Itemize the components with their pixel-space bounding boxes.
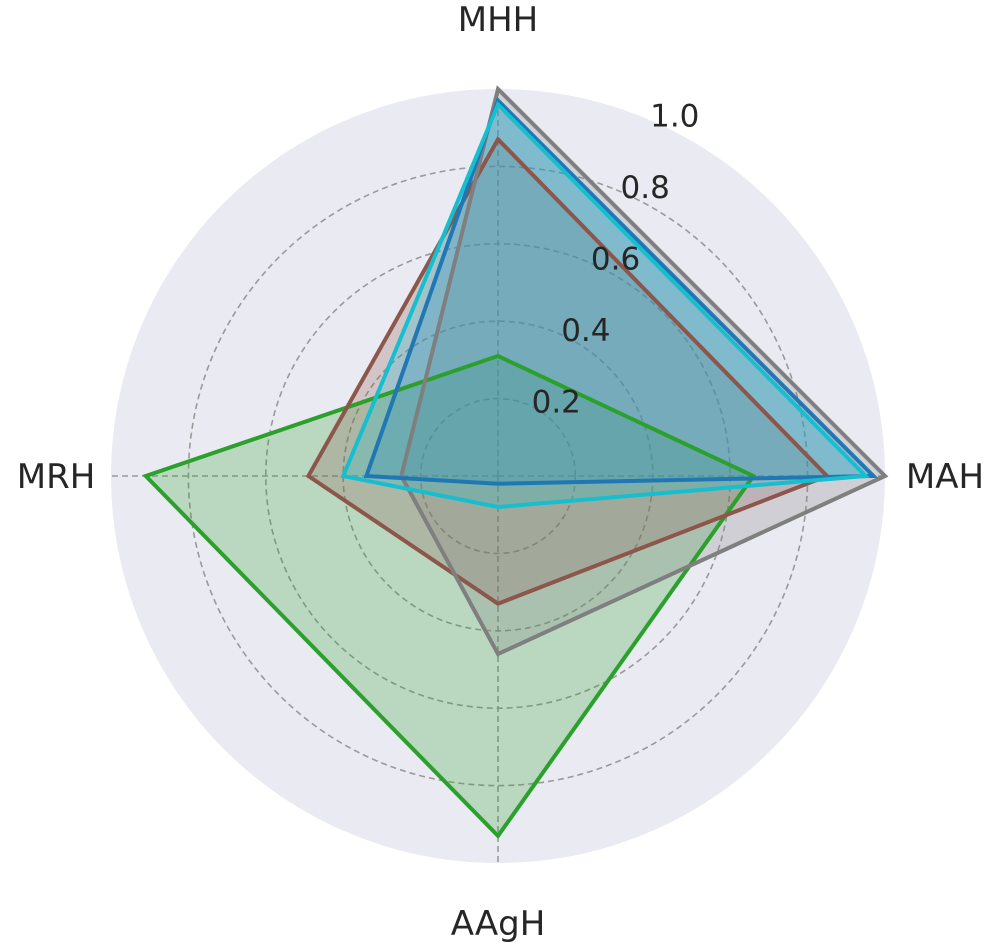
series-line-4 [340, 100, 871, 510]
axis-label-mrh: MRH [17, 457, 96, 497]
series-area-1 [308, 139, 827, 604]
axis-labels: MHH MAH AAgH MRH [17, 0, 984, 944]
series-area-3 [366, 100, 874, 484]
series-line-3 [363, 96, 879, 486]
series-layer [142, 85, 889, 840]
series-area-0 [145, 356, 754, 836]
tick-label-1: 0.4 [561, 313, 610, 349]
grid-circle-0 [419, 397, 577, 555]
spokes [111, 89, 885, 863]
tick-label-3: 0.8 [621, 170, 670, 206]
tick-label-0: 0.2 [532, 385, 581, 421]
series-line-2 [399, 85, 889, 657]
series-area-2 [401, 89, 885, 654]
series-area-4 [343, 104, 866, 507]
axis-label-mah: MAH [906, 457, 984, 497]
series-line-1 [305, 135, 831, 606]
axis-label-aagh: AAgH [451, 904, 546, 944]
axis-label-mhh: MHH [458, 0, 538, 40]
tick-label-2: 0.6 [591, 242, 640, 278]
tick-label-4: 1.0 [650, 99, 699, 135]
series-line-0 [142, 353, 757, 840]
tick-labels: 0.2 0.4 0.6 0.8 1.0 [532, 99, 700, 421]
